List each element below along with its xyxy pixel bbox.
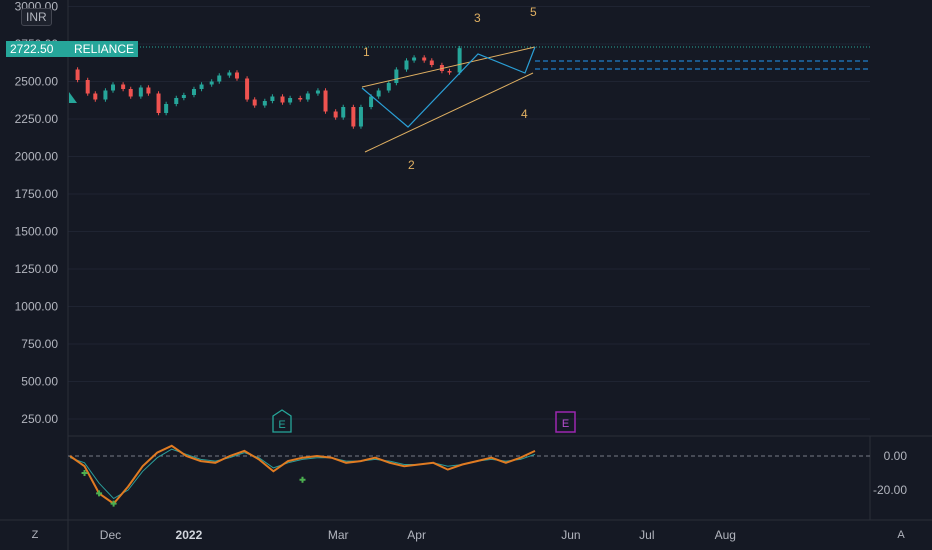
candle	[209, 81, 214, 85]
candle	[85, 80, 90, 94]
wave-label-2: 2	[408, 158, 415, 172]
signal-plus-icon	[81, 470, 88, 476]
candle	[412, 57, 417, 61]
candle	[439, 65, 444, 71]
price-tick-label: 500.00	[21, 375, 58, 389]
oscillator-slow-line	[69, 448, 536, 500]
candle	[422, 57, 427, 61]
candle	[121, 84, 126, 89]
candle	[305, 93, 310, 100]
wedge-upper-line	[361, 46, 536, 88]
wave-label-1: 1	[363, 45, 370, 59]
earnings-icon-1	[272, 409, 292, 433]
candle	[404, 60, 409, 70]
candle	[376, 90, 381, 97]
candle	[138, 87, 143, 97]
candle	[111, 84, 116, 91]
price-tick-label: 1750.00	[15, 187, 59, 201]
candle	[315, 90, 320, 94]
candle	[358, 107, 363, 127]
currency-label[interactable]: INR	[21, 8, 52, 26]
candle	[191, 89, 196, 95]
candle	[245, 78, 250, 100]
price-tick-label: 750.00	[21, 337, 58, 351]
wave-label-3: 3	[474, 11, 481, 25]
time-tick-label: Jul	[639, 528, 654, 542]
candle	[75, 69, 80, 80]
candle	[457, 48, 462, 73]
symbol-badge: RELIANCE	[70, 41, 139, 57]
candle	[288, 98, 293, 103]
price-tick-label: 1500.00	[15, 225, 59, 239]
earnings-icon-2	[555, 411, 576, 433]
candle	[270, 96, 275, 101]
wave-label-5: 5	[530, 5, 537, 19]
oscillator-tick-label: -20.00	[873, 483, 907, 497]
candle	[93, 93, 98, 100]
earnings-event-1[interactable]: E	[272, 409, 292, 433]
wave-label-4: 4	[521, 107, 528, 121]
candle	[146, 87, 151, 94]
oscillator-tick-label: 0.00	[884, 449, 908, 463]
time-tick-label: Mar	[328, 528, 349, 542]
candle	[164, 104, 169, 113]
candle	[128, 89, 133, 97]
candle	[341, 107, 346, 118]
oscillator-axis: 0.00 -20.00	[873, 449, 907, 497]
earnings-label-1: E	[278, 419, 285, 431]
signal-plus-icon	[110, 500, 117, 507]
candle	[394, 69, 399, 83]
candle	[447, 71, 452, 73]
candle	[252, 99, 257, 106]
candle	[156, 93, 161, 113]
candle	[234, 72, 239, 79]
wedge-lower-line	[364, 72, 534, 153]
candle	[298, 98, 303, 100]
time-tick-label: Jun	[561, 528, 580, 542]
candle	[227, 72, 232, 76]
signal-plus-icon	[96, 490, 103, 497]
zoom-button[interactable]: Z	[31, 529, 39, 541]
candle	[351, 107, 356, 127]
price-tick-label: 1250.00	[15, 262, 59, 276]
signal-plus-icon	[299, 476, 306, 483]
candle	[280, 96, 285, 103]
candle	[333, 111, 338, 118]
candle	[103, 90, 108, 100]
time-tick-label: Apr	[407, 528, 426, 542]
oscillator-signal-marks	[81, 470, 306, 507]
price-arrow-icon	[69, 92, 77, 103]
price-tick-label: 2250.00	[15, 112, 59, 126]
price-tick-label: 1000.00	[15, 300, 59, 314]
price-tick-label: 250.00	[21, 412, 58, 426]
earnings-label-2: E	[562, 418, 569, 430]
candle	[181, 95, 186, 98]
candle	[199, 84, 204, 89]
wedge-pattern: 1 2 3 4 5	[361, 5, 537, 172]
time-tick-label: Dec	[100, 528, 121, 542]
oscillator-fast-line	[69, 444, 536, 505]
candle	[386, 83, 391, 91]
time-axis[interactable]: Dec 2022 Mar Apr Jun Jul Aug	[100, 528, 736, 542]
time-tick-label: Aug	[715, 528, 736, 542]
price-tick-label: 2500.00	[15, 75, 59, 89]
earnings-event-2[interactable]: E	[555, 411, 576, 433]
candle	[262, 101, 267, 106]
candle	[217, 75, 222, 82]
auto-scale-button[interactable]: A	[897, 529, 905, 541]
candle	[369, 96, 374, 107]
price-tick-label: 2000.00	[15, 150, 59, 164]
candle	[323, 90, 328, 112]
time-tick-label: 2022	[176, 528, 203, 542]
candle	[174, 98, 179, 104]
candles	[75, 45, 462, 129]
candle	[429, 60, 434, 65]
last-price-badge: 2722.50	[6, 41, 70, 57]
elliott-wave-path	[361, 46, 536, 128]
